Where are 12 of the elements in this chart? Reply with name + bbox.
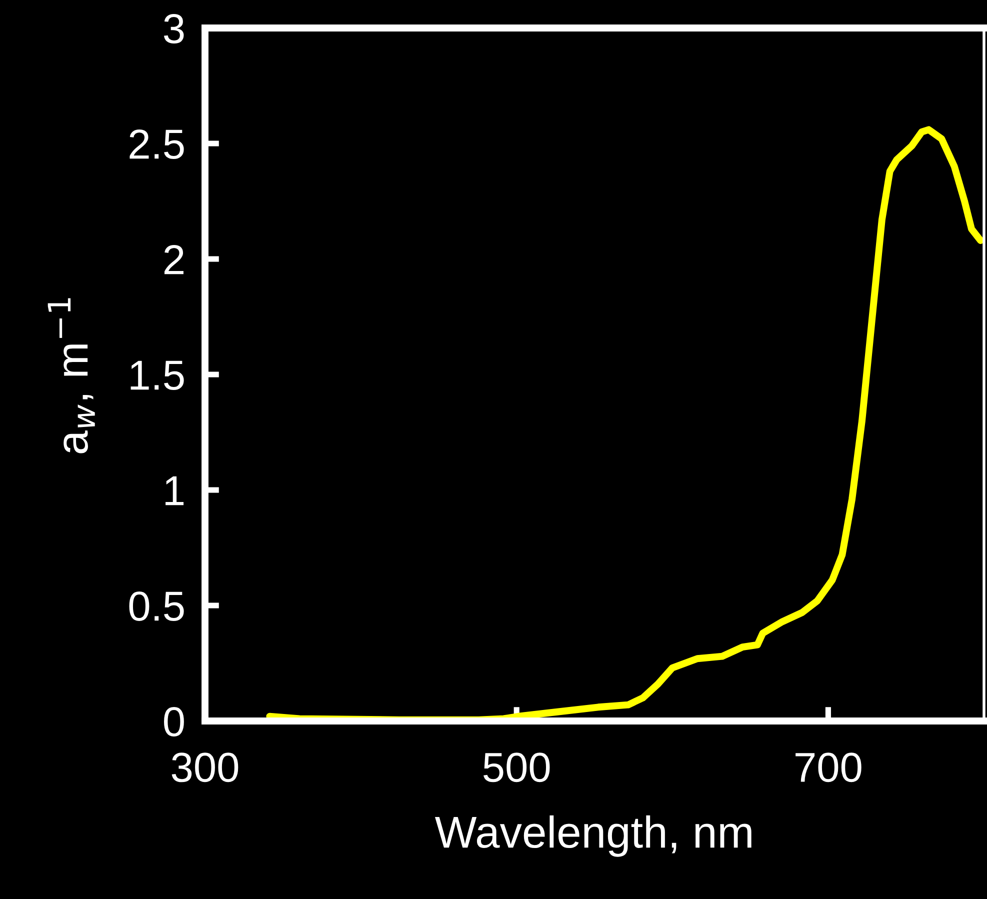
x-tick-label: 500	[484, 752, 550, 782]
y-axis-title: a$_{w}$, m$^{−1}$	[48, 298, 95, 454]
y-tick-label: 1.5	[130, 360, 184, 390]
x-tick-label: 300	[172, 752, 238, 782]
y-tick-label: 2.5	[130, 130, 184, 160]
y-tick-label: 0.5	[129, 592, 184, 622]
y-tick-label: 1	[166, 476, 184, 506]
y-tick-label: 3	[164, 14, 184, 44]
y-tick-label: 2	[164, 245, 184, 274]
x-tick-label: 700	[796, 752, 862, 782]
y-tick-label: 0	[164, 707, 184, 737]
x-axis-title: Wavelength, nm	[434, 815, 752, 857]
